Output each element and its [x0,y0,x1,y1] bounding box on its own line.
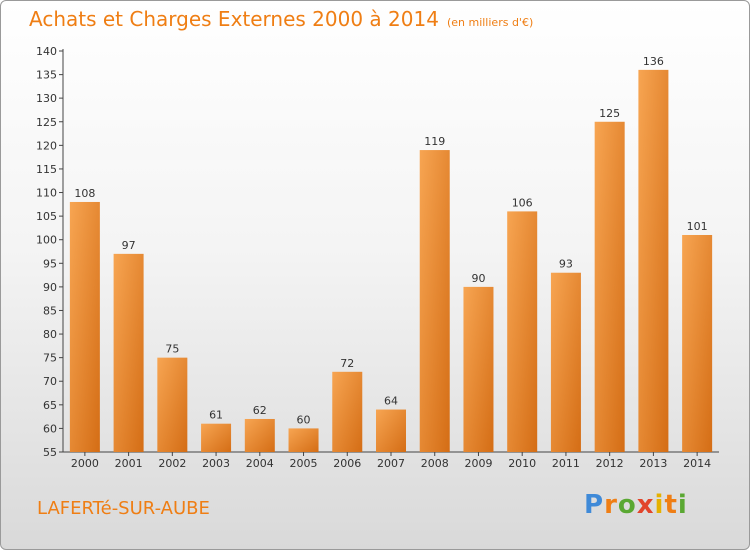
y-tick-label: 65 [43,399,57,412]
x-tick-label: 2012 [596,457,624,470]
y-tick-label: 55 [43,446,57,459]
x-tick-label: 2002 [158,457,186,470]
x-tick-label: 2004 [246,457,274,470]
x-tick-label: 2009 [464,457,492,470]
data-label: 108 [74,187,95,200]
logo-letter: o [617,490,637,520]
y-tick-label: 110 [36,187,57,200]
y-tick-label: 60 [43,422,57,435]
bar-2012 [594,121,625,452]
bar-2002 [157,357,188,452]
bar-2005 [288,428,319,452]
y-tick-label: 115 [36,163,57,176]
x-tick-label: 2003 [202,457,230,470]
bar-2003 [201,423,232,452]
y-tick-label: 100 [36,234,57,247]
x-tick-label: 2010 [508,457,536,470]
y-tick-label: 90 [43,281,57,294]
logo-letter: i [654,490,665,520]
bar-2007 [376,409,406,452]
logo-letter: i [677,490,688,520]
bar-2009 [463,286,494,452]
logo-letter: P [584,490,605,520]
bar-2014 [682,234,713,452]
x-tick-label: 2013 [639,457,667,470]
data-label: 75 [165,343,179,356]
y-tick-label: 75 [43,352,57,365]
logo-letter: r [604,490,618,520]
x-tick-label: 2007 [377,457,405,470]
x-tick-label: 2001 [115,457,143,470]
chart-unit: (en milliers d'€) [446,16,534,29]
y-tick-label: 140 [36,45,57,58]
data-label: 64 [384,395,398,408]
y-tick-label: 135 [36,69,57,82]
proxiti-logo: Proxiti [584,490,688,520]
data-label: 90 [471,272,485,285]
bar-2013 [638,69,669,452]
bar-2010 [507,211,538,452]
bar-2011 [550,272,581,452]
x-tick-label: 2006 [333,457,361,470]
bar-2006 [332,371,363,452]
bar-2004 [244,418,275,452]
bar-2001 [113,253,144,452]
data-label: 72 [340,357,354,370]
y-tick-label: 125 [36,116,57,129]
y-tick-label: 95 [43,257,57,270]
y-tick-label: 80 [43,328,57,341]
data-label: 106 [512,196,533,209]
chart-title-text: Achats et Charges Externes 2000 à 2014 [29,7,439,31]
chart-bars: 108 97 75 61 62 60 72 64 119 90 106 93 125 136 101 [69,55,713,452]
y-tick-label: 70 [43,375,57,388]
x-tick-label: 2014 [683,457,711,470]
y-tick-label: 120 [36,139,57,152]
x-tick-label: 2005 [290,457,318,470]
data-label: 62 [253,404,267,417]
logo-letter: x [636,490,655,520]
chart-axes: 55 60 65 70 75 80 85 90 95 100 105 110 115 120 125 130 1… [36,45,719,470]
data-label: 119 [424,135,445,148]
data-label: 136 [643,55,664,68]
y-tick-label: 85 [43,304,57,317]
y-tick-label: 105 [36,210,57,223]
data-label: 93 [559,258,573,271]
data-label: 125 [599,107,620,120]
location-name: LAFERTé-SUR-AUBE [37,498,210,519]
x-tick-label: 2008 [421,457,449,470]
data-label: 97 [122,239,136,252]
data-label: 101 [687,220,708,233]
x-tick-label: 2000 [71,457,99,470]
x-tick-label: 2011 [552,457,580,470]
data-label: 61 [209,409,223,422]
logo-letter: t [664,490,678,520]
data-label: 60 [297,413,311,426]
bar-2000 [69,201,100,452]
y-tick-label: 130 [36,92,57,105]
chart-title: Achats et Charges Externes 2000 à 2014 (e… [29,7,533,31]
bar-2008 [419,150,450,452]
